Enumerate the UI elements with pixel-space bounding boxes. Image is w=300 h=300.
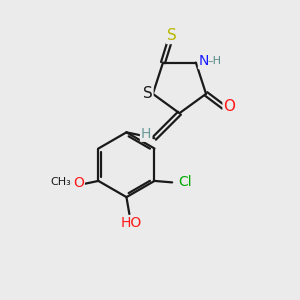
Text: CH₃: CH₃ <box>51 177 71 188</box>
Text: O: O <box>224 99 236 114</box>
Text: S: S <box>167 28 177 43</box>
Text: O: O <box>73 176 84 190</box>
Text: S: S <box>143 86 152 101</box>
Text: H: H <box>141 127 152 141</box>
Text: –H: –H <box>207 56 221 66</box>
Text: Cl: Cl <box>178 176 192 189</box>
Text: N: N <box>199 54 209 68</box>
Text: HO: HO <box>120 216 142 230</box>
